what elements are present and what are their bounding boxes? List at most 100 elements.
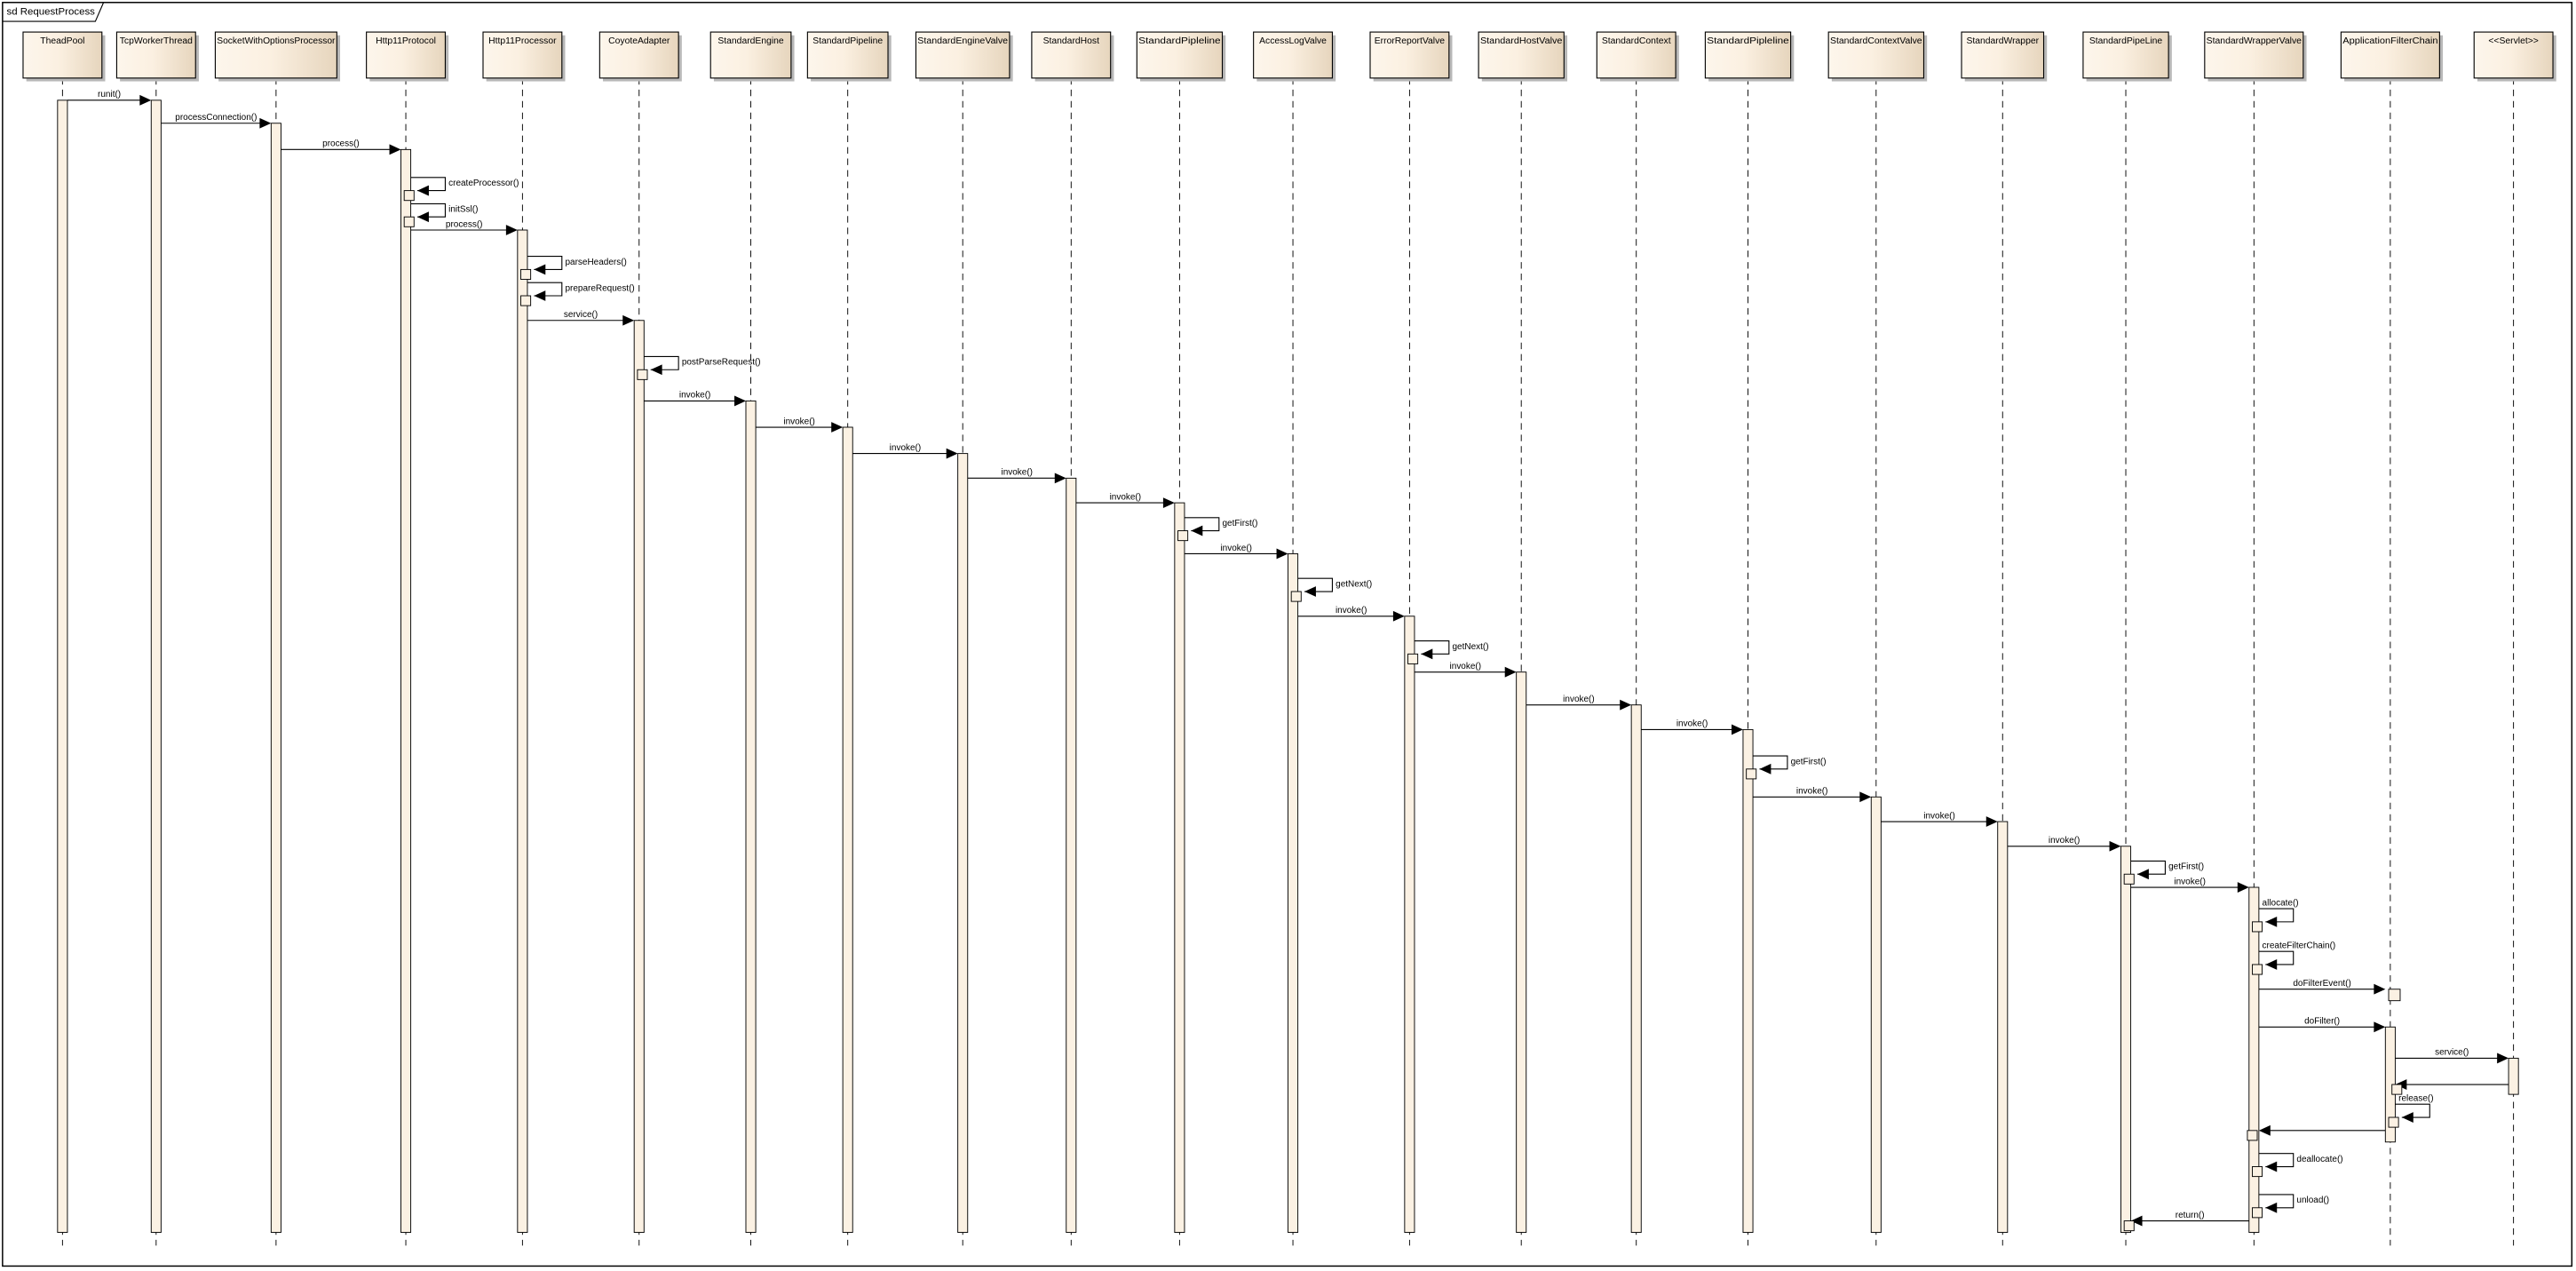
- self-message[interactable]: prepareRequest(): [520, 282, 635, 306]
- self-message[interactable]: getNext(): [1407, 639, 1489, 664]
- message[interactable]: process(): [281, 139, 401, 155]
- self-message[interactable]: createFilterChain(): [2252, 941, 2335, 975]
- arrowhead-icon: [1986, 816, 1998, 827]
- participant-box: [1136, 31, 1224, 79]
- participant-name: Http11Protocol: [376, 36, 436, 46]
- participant-name: StandardEngineValve: [917, 36, 1008, 46]
- participant-name: StandardEngine: [717, 36, 784, 46]
- message[interactable]: invoke(): [852, 443, 958, 459]
- arrowhead-icon: [534, 264, 546, 275]
- participant-2[interactable]: SocketWithOptionsProcessor: [214, 31, 341, 82]
- activation-bar: [520, 268, 532, 280]
- participant-7[interactable]: StandardPipeline: [806, 31, 892, 82]
- message-label: service(): [2435, 1048, 2469, 1058]
- participant-6[interactable]: StandardEngine: [709, 31, 795, 82]
- self-message[interactable]: createProcessor(): [403, 177, 519, 202]
- message[interactable]: runit(): [67, 90, 152, 106]
- participant-21[interactable]: <<Servlet>>: [2473, 31, 2556, 82]
- message[interactable]: invoke(): [1526, 695, 1632, 711]
- participant-17[interactable]: StandardWrapper: [1961, 31, 2048, 82]
- arrowhead-icon: [2265, 1202, 2278, 1213]
- arrowhead-icon: [416, 185, 429, 196]
- message[interactable]: process(): [410, 219, 518, 235]
- participant-20[interactable]: ApplicationFilterChain: [2340, 31, 2444, 82]
- participant-16[interactable]: StandardContextValve: [1827, 31, 1928, 82]
- return-message[interactable]: [2247, 1124, 2386, 1141]
- return-message[interactable]: [2391, 1079, 2509, 1095]
- message-label: createProcessor(): [448, 179, 519, 188]
- arrowhead-icon: [2497, 1053, 2509, 1064]
- participant-box: [22, 31, 103, 79]
- self-message[interactable]: getFirst(): [2123, 860, 2204, 885]
- arrowhead-icon: [1859, 791, 1872, 803]
- participant-8[interactable]: StandardEngineValve: [915, 31, 1013, 82]
- participant-12[interactable]: ErrorReportValve: [1369, 31, 1453, 82]
- participant-19[interactable]: StandardWrapperValve: [2204, 31, 2307, 82]
- message[interactable]: invoke(): [1075, 492, 1175, 509]
- message[interactable]: processConnection(): [161, 113, 272, 129]
- activation-bar: [403, 216, 415, 227]
- self-message[interactable]: release(): [2388, 1094, 2434, 1128]
- message-label: initSsl(): [448, 205, 478, 215]
- arrowhead-icon: [1191, 525, 1203, 536]
- participant-15[interactable]: StandardPipleline: [1704, 31, 1795, 82]
- message[interactable]: invoke(): [1184, 544, 1288, 560]
- self-message[interactable]: postParseRequest(): [637, 355, 761, 380]
- message[interactable]: invoke(): [1414, 662, 1517, 678]
- participant-1[interactable]: TcpWorkerThread: [115, 31, 199, 82]
- activation-bar: [1174, 502, 1185, 1233]
- self-message[interactable]: initSsl(): [403, 203, 478, 227]
- participant-5[interactable]: CoyoteAdapter: [598, 31, 682, 82]
- message[interactable]: return(): [2123, 1211, 2249, 1232]
- participant-3[interactable]: Http11Protocol: [366, 31, 449, 82]
- participant-10[interactable]: StandardPipleline: [1136, 31, 1226, 82]
- self-message[interactable]: parseHeaders(): [520, 256, 627, 280]
- participant-13[interactable]: StandardHostValve: [1478, 31, 1568, 82]
- participant-box: [2340, 31, 2440, 79]
- participant-name: AccessLogValve: [1259, 36, 1327, 46]
- arrowhead-icon: [139, 94, 152, 106]
- participant-name: StandardHostValve: [1480, 36, 1563, 46]
- self-message[interactable]: getNext(): [1290, 577, 1372, 602]
- message[interactable]: invoke(): [1881, 811, 1998, 827]
- message[interactable]: invoke(): [967, 468, 1066, 484]
- message[interactable]: invoke(): [1641, 719, 1743, 735]
- participant-box: [115, 31, 196, 79]
- message-label: invoke(): [1450, 662, 1482, 671]
- participant-18[interactable]: StandardPipeLine: [2082, 31, 2172, 82]
- participant-4[interactable]: Http11Processor: [482, 31, 566, 82]
- self-message[interactable]: unload(): [2252, 1194, 2329, 1219]
- message[interactable]: service(): [2395, 1048, 2509, 1064]
- activation-bar: [2252, 1166, 2263, 1178]
- message[interactable]: invoke(): [2130, 877, 2249, 893]
- message[interactable]: invoke(): [756, 417, 844, 433]
- message[interactable]: service(): [527, 310, 635, 326]
- activation-bar: [2252, 964, 2263, 975]
- activation-bar: [520, 295, 532, 306]
- message[interactable]: invoke(): [1297, 606, 1405, 622]
- arrowhead-icon: [2130, 1215, 2143, 1227]
- self-message[interactable]: getFirst(): [1746, 755, 1827, 780]
- activation-bar: [2123, 1220, 2135, 1232]
- self-message[interactable]: deallocate(): [2252, 1153, 2343, 1178]
- message[interactable]: doFilterEvent(): [2258, 979, 2386, 995]
- message[interactable]: invoke(): [2007, 836, 2121, 852]
- participant-11[interactable]: AccessLogValve: [1253, 31, 1336, 82]
- activation-bar: [2120, 846, 2132, 1233]
- message-line: [410, 203, 446, 218]
- arrowhead-icon: [1054, 473, 1066, 484]
- activation-bar: [400, 148, 412, 1233]
- participant-9[interactable]: StandardHost: [1031, 31, 1114, 82]
- self-message[interactable]: allocate(): [2252, 898, 2299, 933]
- arrowhead-icon: [946, 448, 958, 459]
- participant-0[interactable]: TheadPool: [22, 31, 106, 82]
- self-message[interactable]: getFirst(): [1177, 517, 1258, 542]
- participant-14[interactable]: StandardContext: [1596, 31, 1679, 82]
- message[interactable]: invoke(): [644, 391, 746, 407]
- arrowhead-icon: [1421, 648, 1433, 660]
- message-label: invoke(): [2049, 836, 2081, 846]
- message[interactable]: invoke(): [1753, 787, 1872, 803]
- arrowhead-icon: [2374, 983, 2386, 995]
- message[interactable]: doFilter(): [2258, 1017, 2386, 1033]
- message-line: [1414, 639, 1450, 655]
